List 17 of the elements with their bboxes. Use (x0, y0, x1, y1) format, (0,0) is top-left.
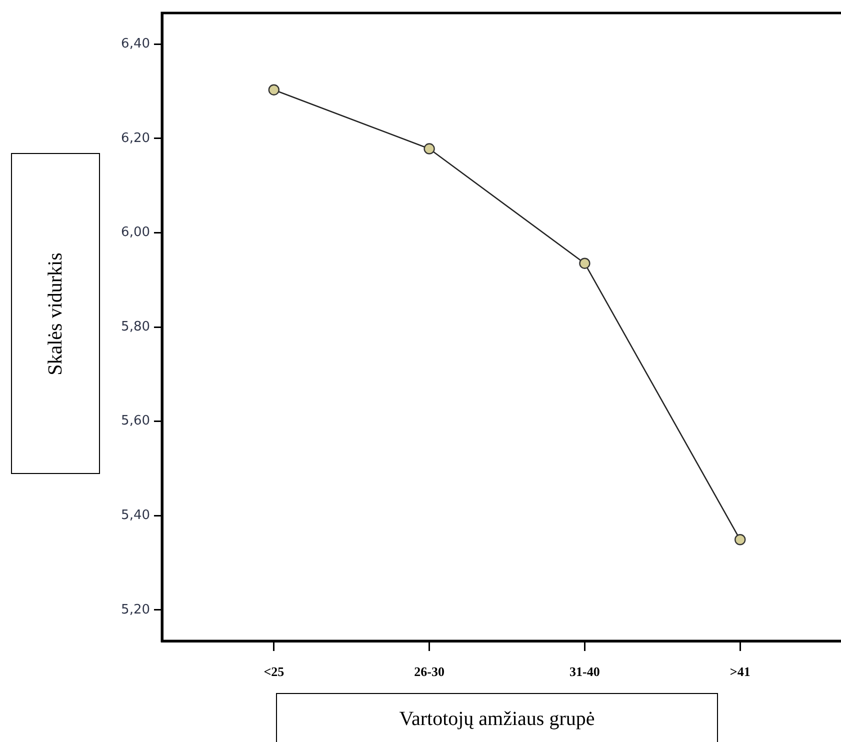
y-tick-label: 5,40 (121, 508, 150, 523)
y-tick-label: 6,20 (121, 130, 150, 146)
x-tick-label: <25 (264, 664, 285, 680)
point (424, 143, 435, 154)
y-tick-label: 6,40 (121, 36, 150, 52)
y-tick-label: 5,60 (121, 414, 150, 429)
x-tick-label: 31-40 (570, 664, 600, 680)
x-tick-label: 26-30 (414, 664, 444, 680)
y-tick-label: 6,00 (121, 225, 150, 240)
y-tick-label: 5,80 (121, 319, 150, 334)
y-tick-label: 5,20 (121, 602, 150, 618)
x-tick-label: >41 (730, 664, 750, 680)
y-axis-title: Skalės vidurkis (44, 252, 67, 375)
point (579, 258, 590, 269)
x-axis-title: Vartotojų amžiaus grupė (399, 708, 595, 730)
point (734, 534, 746, 546)
point (268, 84, 280, 96)
